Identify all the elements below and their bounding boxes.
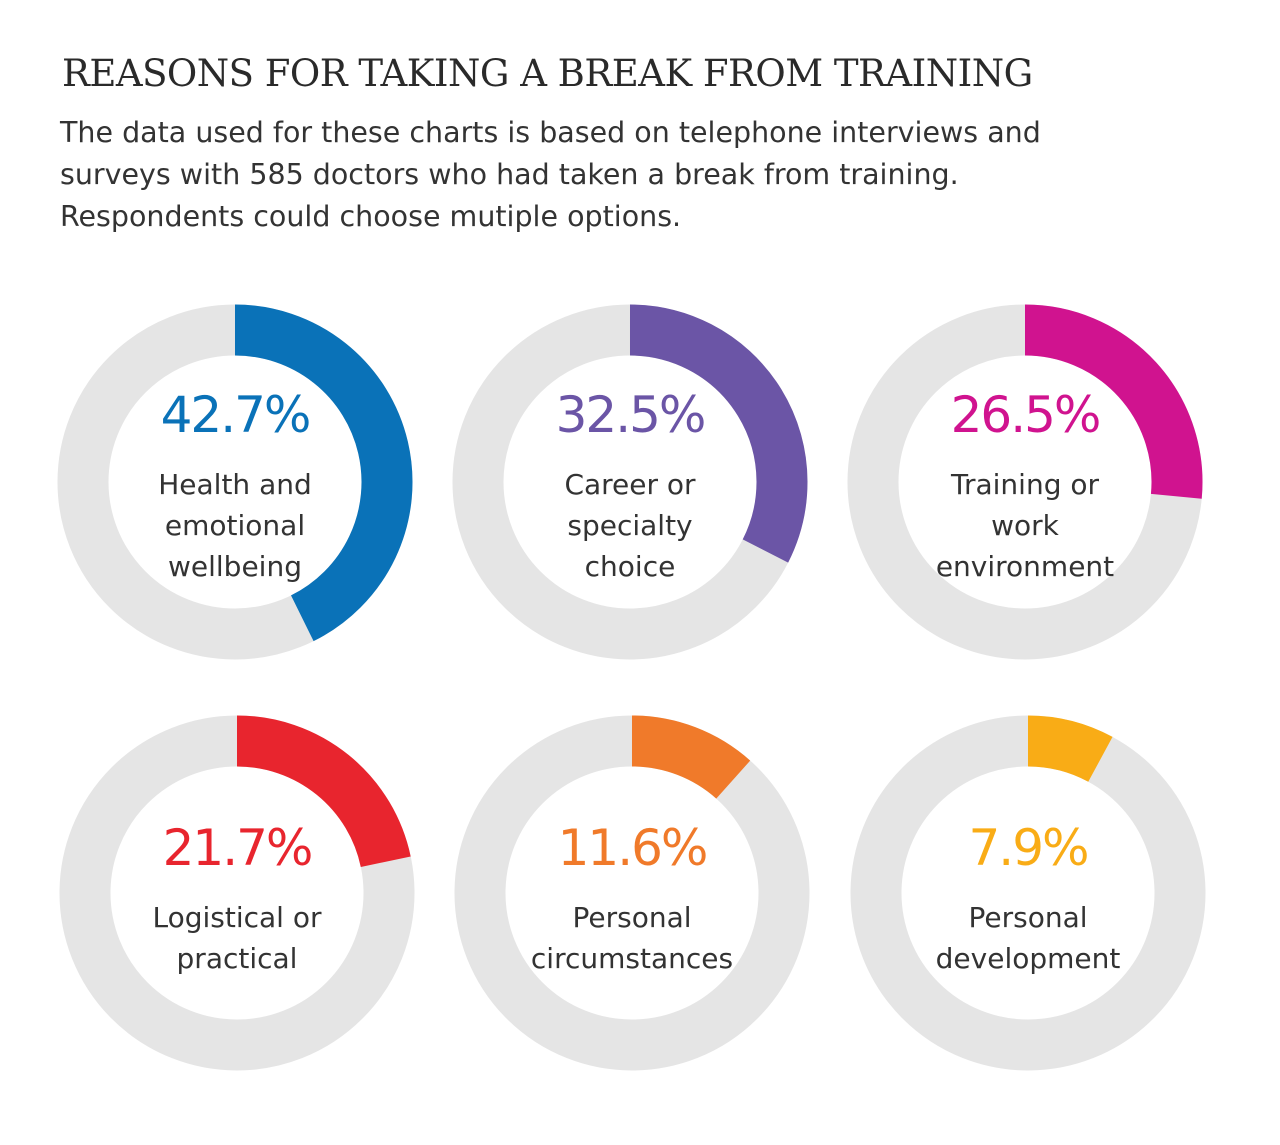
donut-personal-circumstances: 11.6% Personal circumstances <box>454 715 810 1071</box>
category-label-line: Career or <box>564 468 696 501</box>
donut-segment-health-and-emotional-wellbeing <box>234 304 413 642</box>
donut-track <box>850 715 1206 1071</box>
chart-subtitle: The data used for these charts is based … <box>60 116 1041 233</box>
category-label-line: work <box>991 509 1060 542</box>
category-label-line: Personal <box>572 901 691 934</box>
value-label: 42.7% <box>161 386 310 444</box>
value-label: 7.9% <box>968 819 1087 877</box>
category-label-line: specialty <box>567 509 692 542</box>
category-label-line: environment <box>936 550 1114 583</box>
category-label-line: practical <box>177 942 298 975</box>
value-label: 11.6% <box>558 819 707 877</box>
value-label: 32.5% <box>556 386 705 444</box>
value-label: 21.7% <box>163 819 312 877</box>
donut-segment-personal-development <box>1027 715 1113 783</box>
category-label-line: Training or <box>950 468 1100 501</box>
donut-track <box>454 715 810 1071</box>
donut-segment-career-or-specialty-choice <box>629 304 808 563</box>
category-label-line: Personal <box>968 901 1087 934</box>
value-label: 26.5% <box>951 386 1100 444</box>
category-label-line: wellbeing <box>168 550 302 583</box>
donut-segment-training-or-work-environment <box>1024 304 1203 499</box>
donut-health-and-emotional-wellbeing: 42.7% Health and emotional wellbeing <box>57 304 413 660</box>
category-label-line: Health and <box>158 468 312 501</box>
category-label-line: Logistical or <box>152 901 322 934</box>
donut-career-or-specialty-choice: 32.5% Career or specialty choice <box>452 304 808 660</box>
donut-personal-development: 7.9% Personal development <box>850 715 1206 1071</box>
donut-logistical-or-practical: 21.7% Logistical or practical <box>59 715 415 1071</box>
category-label-line: circumstances <box>531 942 733 975</box>
donut-segment-personal-circumstances <box>631 715 751 800</box>
chart-title: REASONS FOR TAKING A BREAK FROM TRAINING <box>62 52 1033 95</box>
category-label-line: development <box>936 942 1121 975</box>
category-label-line: choice <box>585 550 676 583</box>
donut-training-or-work-environment: 26.5% Training or work environment <box>847 304 1203 660</box>
donut-segment-logistical-or-practical <box>236 715 411 868</box>
category-label-line: emotional <box>165 509 305 542</box>
